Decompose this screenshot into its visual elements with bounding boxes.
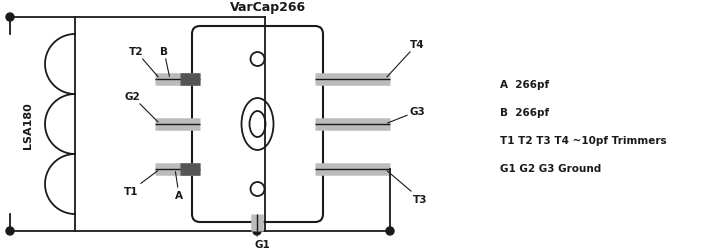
Circle shape bbox=[6, 14, 14, 22]
Text: LSA180: LSA180 bbox=[23, 102, 33, 148]
Text: A  266pf: A 266pf bbox=[500, 80, 549, 90]
Text: B: B bbox=[160, 47, 170, 77]
Circle shape bbox=[386, 227, 394, 235]
Text: T3: T3 bbox=[387, 171, 428, 204]
Text: T1 T2 T3 T4 ~10pf Trimmers: T1 T2 T3 T4 ~10pf Trimmers bbox=[500, 136, 667, 145]
Circle shape bbox=[253, 227, 261, 235]
Text: G3: G3 bbox=[387, 106, 426, 124]
Text: G2: G2 bbox=[124, 92, 158, 122]
FancyBboxPatch shape bbox=[192, 27, 323, 222]
Text: G1 G2 G3 Ground: G1 G2 G3 Ground bbox=[500, 163, 601, 173]
Text: T4: T4 bbox=[387, 40, 425, 78]
Text: T1: T1 bbox=[124, 171, 158, 196]
Text: G1: G1 bbox=[254, 236, 270, 249]
Ellipse shape bbox=[242, 98, 274, 150]
Text: T2: T2 bbox=[129, 47, 158, 78]
Text: A: A bbox=[175, 172, 183, 200]
Text: B  266pf: B 266pf bbox=[500, 108, 549, 118]
Text: VarCap266: VarCap266 bbox=[230, 1, 305, 14]
Ellipse shape bbox=[250, 112, 266, 138]
Circle shape bbox=[6, 227, 14, 235]
